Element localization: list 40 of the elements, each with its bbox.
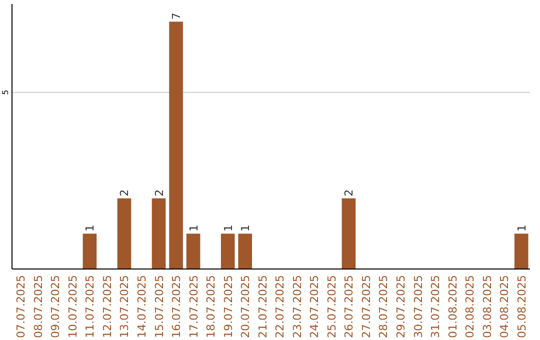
x-tick-label: 13.07.2025	[118, 275, 132, 338]
x-tick-label: 23.07.2025	[290, 275, 304, 338]
x-tick-label: 30.07.2025	[412, 275, 425, 338]
y-tick-label: 5	[1, 90, 10, 95]
x-tick-label: 08.07.2025	[32, 275, 45, 338]
data-label: 1	[239, 224, 252, 232]
x-tick-label: 20.07.2025	[239, 275, 252, 338]
x-tick-label: 14.07.2025	[136, 275, 148, 338]
x-tick-label: 22.07.2025	[274, 275, 287, 338]
x-tick-label: 10.07.2025	[66, 275, 80, 338]
x-tick-label: 15.07.2025	[152, 275, 166, 338]
x-tick-label: 31.07.2025	[429, 275, 442, 338]
x-tick-label: 02.08.2025	[464, 275, 477, 338]
x-tick-label: 11.07.2025	[84, 275, 97, 338]
x-tick-label: 17.07.2025	[187, 275, 200, 338]
data-label: 2	[152, 189, 166, 196]
x-tick-label: 29.07.2025	[394, 275, 408, 338]
x-tick-label: 04.08.2025	[498, 275, 512, 338]
x-tick-label: 07.07.2025	[14, 275, 28, 338]
data-label: 2	[342, 189, 356, 196]
x-tick-label: 19.07.2025	[222, 275, 235, 338]
x-tick-label: 21.07.2025	[256, 275, 270, 338]
x-tick-label: 01.08.2025	[446, 275, 460, 338]
data-label: 1	[515, 224, 528, 232]
x-tick-label: 27.07.2025	[360, 275, 373, 338]
x-tick-label: 05.08.2025	[515, 275, 528, 338]
x-tick-label: 26.07.2025	[342, 275, 356, 338]
data-label: 7	[170, 12, 184, 20]
x-tick-label: 24.07.2025	[308, 275, 322, 338]
data-label: 1	[187, 224, 200, 232]
x-tick-label: 09.07.2025	[49, 275, 62, 338]
data-label: 1	[222, 224, 235, 232]
data-label: 2	[118, 189, 132, 196]
x-tick-label: 28.07.2025	[377, 275, 390, 338]
x-tick-label: 03.08.2025	[480, 275, 494, 338]
x-tick-label: 18.07.2025	[204, 275, 218, 338]
x-tick-label: 16.07.2025	[170, 275, 184, 338]
x-tick-label: 12.07.2025	[100, 275, 114, 338]
data-label: 1	[84, 224, 97, 232]
x-tick-label: 25.07.2025	[325, 275, 338, 338]
